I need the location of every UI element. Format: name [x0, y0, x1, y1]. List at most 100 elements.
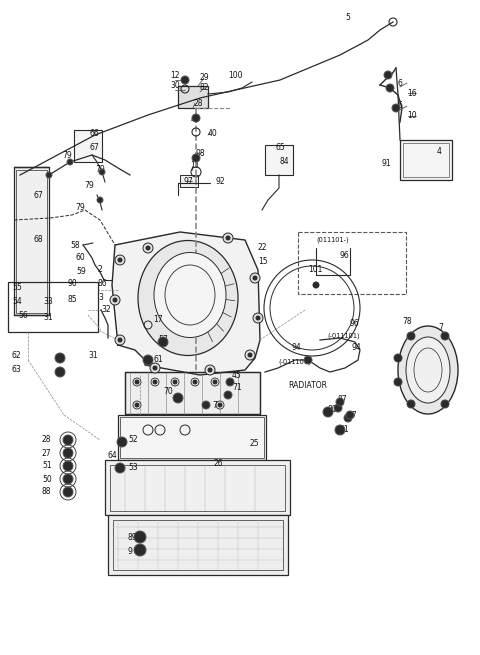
Text: 54: 54 [12, 297, 22, 305]
Circle shape [173, 393, 183, 403]
Text: 40: 40 [208, 128, 218, 138]
Text: 79: 79 [84, 181, 94, 191]
Text: 88: 88 [42, 487, 51, 496]
Circle shape [250, 273, 260, 283]
Ellipse shape [154, 252, 226, 337]
Circle shape [191, 378, 199, 386]
Circle shape [150, 363, 160, 373]
Text: 16: 16 [407, 88, 417, 98]
Text: 70: 70 [163, 388, 173, 396]
Circle shape [441, 400, 449, 408]
Text: (-011101): (-011101) [278, 359, 311, 365]
Text: 67: 67 [90, 143, 100, 153]
Circle shape [202, 401, 210, 409]
Text: 31: 31 [88, 350, 97, 360]
Bar [403, 143, 449, 177]
Bar [180, 175, 198, 187]
Text: 9: 9 [128, 548, 133, 557]
Circle shape [99, 169, 105, 175]
Circle shape [213, 380, 217, 384]
Circle shape [223, 233, 233, 243]
Text: 61: 61 [153, 356, 163, 364]
Text: 52: 52 [128, 436, 138, 445]
Text: 11: 11 [190, 162, 200, 170]
Text: 33: 33 [43, 297, 53, 305]
Circle shape [63, 448, 73, 458]
Bar [120, 417, 264, 458]
Circle shape [133, 378, 141, 386]
Circle shape [135, 380, 139, 384]
Circle shape [63, 435, 73, 445]
Circle shape [158, 337, 168, 347]
Circle shape [248, 353, 252, 357]
Text: 55: 55 [12, 284, 22, 293]
Text: 85: 85 [68, 295, 78, 305]
Circle shape [192, 114, 200, 122]
Text: 49: 49 [191, 115, 201, 124]
Text: 79: 79 [95, 166, 105, 174]
Bar [265, 145, 293, 175]
Text: 50: 50 [42, 474, 52, 483]
Circle shape [146, 246, 150, 250]
Text: 66: 66 [90, 128, 100, 138]
Text: 96: 96 [350, 318, 360, 328]
Text: (-011101): (-011101) [327, 333, 360, 339]
Text: 92: 92 [215, 176, 225, 185]
Text: 6: 6 [398, 102, 403, 111]
Circle shape [323, 407, 333, 417]
Bar [74, 130, 102, 162]
Text: 86: 86 [98, 280, 108, 288]
Text: 29: 29 [200, 73, 210, 83]
Text: (011101-): (011101-) [316, 236, 348, 243]
Circle shape [118, 338, 122, 342]
Text: 62: 62 [12, 350, 22, 360]
Text: 89: 89 [128, 533, 138, 542]
Circle shape [67, 159, 73, 165]
Bar [16, 170, 47, 313]
Text: 28: 28 [42, 436, 51, 445]
Circle shape [97, 197, 103, 203]
Text: 63: 63 [12, 365, 22, 375]
Bar [178, 86, 208, 108]
Circle shape [224, 391, 232, 399]
Text: 31: 31 [43, 314, 53, 322]
Circle shape [117, 437, 127, 447]
Text: 60: 60 [76, 253, 86, 263]
Bar [110, 465, 285, 511]
Text: 6: 6 [398, 79, 403, 88]
Circle shape [193, 380, 197, 384]
Bar [298, 232, 406, 294]
Text: 78: 78 [402, 318, 412, 326]
Text: 28: 28 [194, 98, 204, 107]
Text: 15: 15 [258, 257, 268, 267]
Circle shape [134, 531, 146, 543]
Text: 87: 87 [338, 396, 348, 405]
Text: 84: 84 [279, 157, 288, 166]
Circle shape [115, 463, 125, 473]
Circle shape [192, 154, 200, 162]
Text: 26: 26 [213, 460, 223, 468]
Circle shape [55, 367, 65, 377]
Text: 51: 51 [42, 462, 52, 470]
Text: 10: 10 [407, 111, 417, 121]
Bar [14, 167, 49, 315]
Text: 91: 91 [382, 159, 392, 168]
Text: 32: 32 [101, 305, 110, 314]
Circle shape [133, 401, 141, 409]
Circle shape [143, 355, 153, 365]
Circle shape [386, 84, 394, 92]
Circle shape [441, 332, 449, 340]
Circle shape [253, 276, 257, 280]
Circle shape [115, 255, 125, 265]
Text: 53: 53 [128, 464, 138, 472]
Circle shape [384, 71, 392, 79]
Circle shape [134, 544, 146, 556]
Circle shape [346, 411, 354, 419]
Polygon shape [112, 232, 260, 375]
Text: 82: 82 [200, 83, 209, 92]
Text: 98: 98 [195, 149, 204, 157]
Text: 4: 4 [437, 147, 442, 157]
Text: 12: 12 [170, 71, 180, 79]
Text: 79: 79 [75, 204, 85, 212]
Circle shape [218, 403, 222, 407]
